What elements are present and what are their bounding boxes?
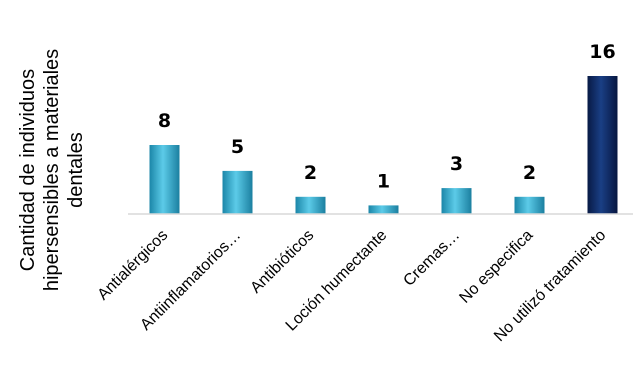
data-label: 2 [304,162,317,184]
data-labels: 8 5 2 1 3 2 16 [158,41,616,192]
x-tick-label: Antialérgicos [95,227,172,304]
x-tick-label: Cremas… [400,227,463,290]
bar [368,205,399,214]
y-axis-title-line: hipersensibles a materiales [41,49,63,291]
data-label: 3 [450,153,463,175]
data-label: 16 [589,41,615,63]
x-tick-label: Antibióticos [247,227,317,297]
bar [441,188,472,214]
bars [149,76,618,215]
x-tick-label: No especifica [456,227,536,307]
data-label: 1 [377,170,390,192]
y-axis-label: Cantidad de individuos hipersensibles a m… [17,49,87,291]
data-label: 2 [523,162,536,184]
y-axis-title: Cantidad de individuos hipersensibles a m… [17,49,87,291]
bar [514,196,545,215]
data-label: 8 [158,110,171,132]
bar [295,196,326,215]
bar [222,170,253,214]
data-label: 5 [231,136,244,158]
bar [587,76,618,214]
y-axis-title-line: Cantidad de individuos [17,69,39,271]
bar [149,145,180,214]
y-axis-title-line: dentales [65,132,87,208]
